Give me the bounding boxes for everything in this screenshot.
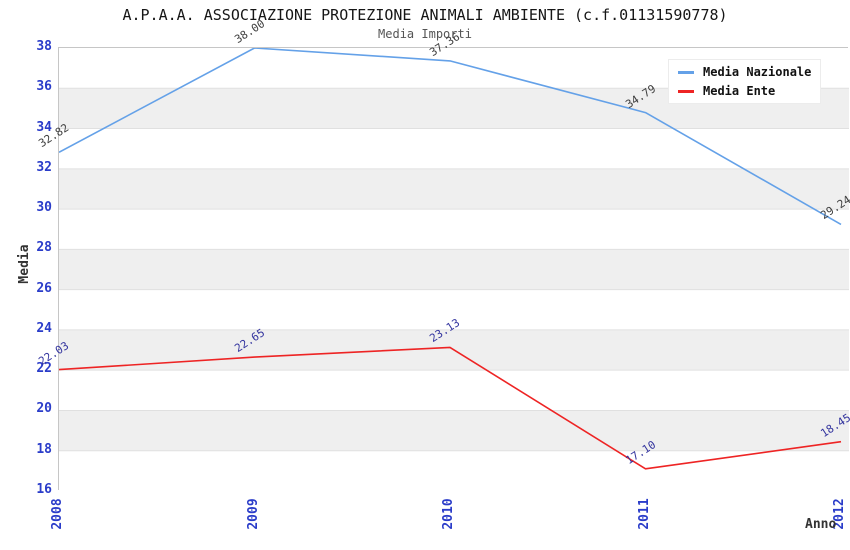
y-tick-label: 26 <box>36 280 52 296</box>
grid-band <box>59 370 849 411</box>
y-tick-label: 20 <box>36 401 52 417</box>
chart-canvas <box>59 48 849 491</box>
chart-title: A.P.A.A. ASSOCIAZIONE PROTEZIONE ANIMALI… <box>122 6 728 24</box>
x-tick-label: 2011 <box>636 498 652 530</box>
chart-subtitle: Media Importi <box>378 27 472 41</box>
series-line-media-ente <box>59 346 842 470</box>
y-tick-label: 30 <box>36 200 52 216</box>
grid-band <box>59 128 849 169</box>
legend-label: Media Ente <box>703 84 776 98</box>
grid-band <box>59 249 849 290</box>
y-tick-label: 34 <box>36 119 52 135</box>
y-tick-label: 24 <box>36 320 52 336</box>
y-axis-title: Media <box>17 244 32 284</box>
y-tick-label: 38 <box>36 39 52 54</box>
series-line-media-nazionale <box>59 48 842 226</box>
grid-band <box>59 168 849 210</box>
legend-label: Media Nazionale <box>703 65 812 79</box>
y-tick-label: 16 <box>36 482 52 497</box>
y-tick-label: 28 <box>36 240 52 256</box>
grid-band <box>59 450 849 491</box>
x-tick-label: 2008 <box>50 498 65 530</box>
legend-line-swatch-red <box>678 89 694 93</box>
y-tick-label: 32 <box>36 159 52 175</box>
grid-band <box>59 410 849 451</box>
y-tick-label: 22 <box>36 361 52 377</box>
grid-band <box>59 289 849 330</box>
y-tick-label: 18 <box>36 441 52 457</box>
y-tick-label: 36 <box>36 79 52 95</box>
grid-band <box>59 209 849 250</box>
legend-item-media-nazionale: Media Nazionale <box>678 65 811 79</box>
legend-item-media-ente: Media Ente <box>678 84 811 98</box>
x-tick-label: 2010 <box>441 498 456 530</box>
x-tick-label: 2012 <box>832 498 847 530</box>
x-axis-title: Anno <box>805 517 837 532</box>
x-tick-label: 2009 <box>245 498 261 530</box>
legend-line-swatch-blue <box>678 70 694 74</box>
plot-area <box>58 47 849 491</box>
legend: Media Nazionale Media Ente <box>668 59 822 104</box>
